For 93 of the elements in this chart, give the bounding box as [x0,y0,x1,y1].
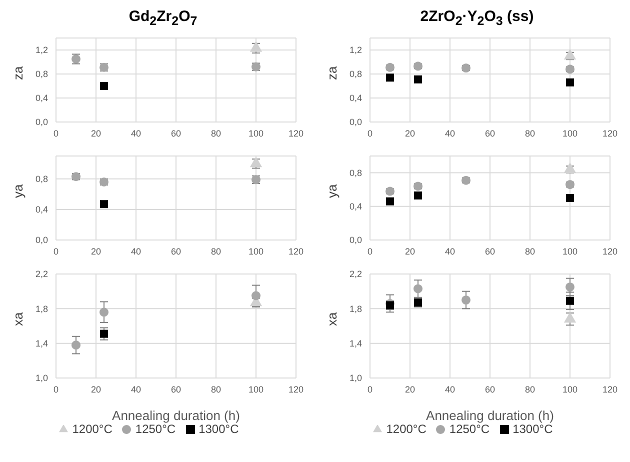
y-tick-label: 0,0 [35,235,48,246]
y-tick-label: 0,4 [35,204,48,215]
x-tick-label: 40 [130,246,142,256]
y-tick-label: 0,4 [349,202,362,212]
x-tick-label: 0 [53,128,59,138]
x-tick-label: 80 [210,246,222,256]
x-tick-label: 80 [524,384,536,394]
x-tick-label: 120 [602,128,618,138]
x-tick-label: 20 [90,246,102,256]
x-tick-label: 60 [484,384,496,394]
x-tick-label: 60 [484,128,496,138]
point [386,74,394,82]
y-tick-label: 0,8 [35,69,48,80]
y-axis-title: ya [10,184,26,198]
y-axis-title: za [324,66,340,80]
y-axis-title: ya [324,184,340,198]
legend-label: 1200°C [386,422,426,436]
x-axis-title: Annealing duration (h) [112,408,240,423]
x-tick-label: 0 [367,128,373,138]
x-tick-label: 100 [248,246,264,256]
x-tick-label: 0 [53,384,59,394]
y-tick-label: 2,2 [35,269,48,280]
chart-title: Gd$_{2}$Zr$_{2}$O$_{7}$ [128,8,198,30]
x-tick-label: 60 [484,246,496,256]
x-tick-label: 80 [210,384,222,394]
point [100,330,108,338]
x-tick-label: 0 [367,246,373,256]
point [100,200,108,208]
point [414,75,422,84]
legend-label: 1300°C [512,422,553,436]
y-tick-label: 1,2 [349,45,362,56]
y-tick-label: 1,8 [35,304,48,314]
x-tick-label: 0 [53,246,59,256]
x-tick-label: 0 [367,384,373,394]
x-tick-label: 80 [524,128,536,138]
legend-label: 1200°C [72,422,112,436]
x-tick-label: 40 [130,384,142,394]
point [566,194,574,202]
x-tick-label: 20 [90,128,102,138]
x-tick-label: 40 [444,384,456,394]
y-tick-label: 0,4 [349,93,362,104]
y-tick-label: 1,0 [349,373,362,384]
x-tick-label: 40 [444,128,456,138]
point [385,62,395,72]
point [100,82,108,90]
point [386,197,394,206]
x-tick-label: 40 [130,128,142,138]
y-tick-label: 0,8 [349,69,362,80]
y-tick-label: 1,2 [35,45,48,56]
y-tick-label: 1,0 [35,373,48,384]
chart-title: 2ZrO$_{2}$·Y$_{2}$O$_{3}$ (ss) [419,8,535,30]
y-axis-title: za [10,66,26,80]
legend-label: 1250°C [135,422,176,436]
y-tick-label: 1,4 [349,338,362,349]
x-axis-title: Annealing duration (h) [426,408,554,423]
legend-label: 1300°C [198,422,239,436]
x-tick-label: 40 [444,246,456,256]
y-tick-label: 0,0 [35,117,48,128]
x-tick-label: 80 [210,128,222,138]
x-tick-label: 100 [248,128,264,138]
y-tick-label: 1,8 [349,304,362,314]
x-tick-label: 120 [602,384,618,394]
x-tick-label: 100 [248,384,264,394]
point [414,191,422,200]
x-tick-label: 120 [288,246,304,256]
x-tick-label: 20 [404,384,416,394]
y-tick-label: 0,0 [349,235,362,246]
y-tick-label: 0,8 [349,168,362,178]
x-tick-label: 60 [170,128,182,138]
point [566,78,574,86]
x-tick-label: 100 [562,384,578,394]
x-tick-label: 120 [288,384,304,394]
y-axis-title: xa [324,312,340,326]
x-tick-label: 20 [404,128,416,138]
point [71,340,81,350]
legend-label: 1250°C [449,422,490,436]
x-tick-label: 100 [562,246,578,256]
point [251,291,261,300]
y-tick-label: 0,4 [35,93,48,104]
y-tick-label: 1,4 [35,338,48,349]
x-tick-label: 120 [602,246,618,256]
y-tick-label: 0,8 [35,174,48,184]
y-tick-label: 0,0 [349,117,362,128]
y-tick-label: 2,2 [349,269,362,280]
x-tick-label: 60 [170,384,182,394]
x-tick-label: 80 [524,246,536,256]
point [99,308,109,317]
y-axis-title: xa [10,312,26,326]
x-tick-label: 20 [404,246,416,256]
x-tick-label: 20 [90,384,102,394]
x-tick-label: 60 [170,246,182,256]
x-tick-label: 100 [562,128,578,138]
x-tick-label: 120 [288,128,304,138]
